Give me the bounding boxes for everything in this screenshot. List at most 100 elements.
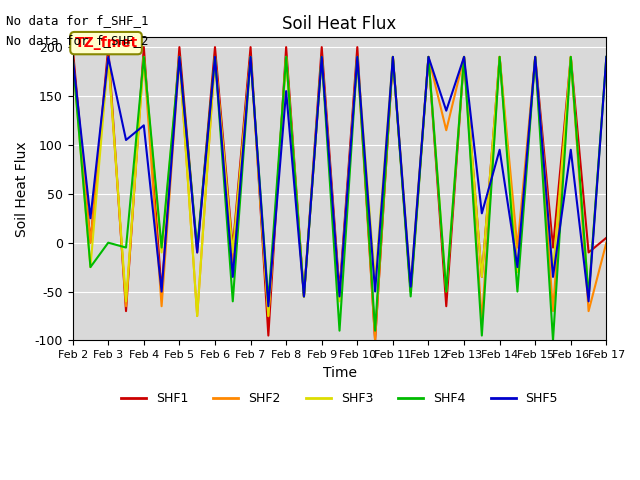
SHF5 bbox=[496, 147, 504, 153]
Line: SHF4: SHF4 bbox=[73, 57, 606, 340]
SHF3 bbox=[460, 54, 468, 60]
SHF3 bbox=[549, 269, 557, 275]
SHF2 bbox=[602, 240, 610, 246]
SHF5 bbox=[86, 216, 94, 221]
SHF1 bbox=[442, 303, 450, 309]
SHF5 bbox=[602, 54, 610, 60]
SHF2 bbox=[104, 54, 112, 60]
SHF1 bbox=[460, 54, 468, 60]
SHF3 bbox=[264, 313, 272, 319]
SHF3 bbox=[104, 54, 112, 60]
SHF1 bbox=[140, 44, 148, 50]
SHF1 bbox=[424, 54, 432, 60]
SHF3 bbox=[229, 250, 237, 255]
SHF1 bbox=[602, 235, 610, 240]
SHF3 bbox=[567, 54, 575, 60]
Line: SHF3: SHF3 bbox=[73, 57, 606, 316]
SHF2 bbox=[531, 54, 539, 60]
SHF5 bbox=[247, 54, 255, 60]
SHF2 bbox=[140, 54, 148, 60]
SHF3 bbox=[122, 299, 130, 304]
SHF5 bbox=[567, 147, 575, 153]
SHF2 bbox=[335, 294, 343, 300]
SHF1 bbox=[531, 54, 539, 60]
SHF5 bbox=[122, 137, 130, 143]
SHF2 bbox=[353, 54, 361, 60]
SHF2 bbox=[175, 54, 183, 60]
SHF3 bbox=[602, 54, 610, 60]
Text: No data for f_SHF_1: No data for f_SHF_1 bbox=[6, 14, 149, 27]
SHF4 bbox=[247, 54, 255, 60]
SHF1 bbox=[478, 274, 486, 280]
SHF1 bbox=[193, 250, 201, 255]
SHF3 bbox=[158, 250, 166, 255]
SHF5 bbox=[158, 288, 166, 294]
SHF3 bbox=[478, 274, 486, 280]
SHF3 bbox=[175, 54, 183, 60]
SHF5 bbox=[264, 303, 272, 309]
SHF2 bbox=[247, 54, 255, 60]
SHF2 bbox=[282, 54, 290, 60]
SHF2 bbox=[86, 240, 94, 246]
SHF3 bbox=[585, 294, 593, 300]
SHF3 bbox=[300, 294, 308, 300]
SHF3 bbox=[247, 54, 255, 60]
SHF5 bbox=[353, 54, 361, 60]
SHF5 bbox=[193, 250, 201, 255]
SHF4 bbox=[407, 294, 415, 300]
SHF2 bbox=[300, 294, 308, 300]
SHF2 bbox=[122, 303, 130, 309]
SHF4 bbox=[104, 240, 112, 246]
SHF4 bbox=[318, 54, 326, 60]
SHF1 bbox=[407, 288, 415, 294]
SHF1 bbox=[335, 288, 343, 294]
SHF4 bbox=[335, 328, 343, 334]
SHF5 bbox=[282, 88, 290, 94]
SHF3 bbox=[389, 54, 397, 60]
SHF5 bbox=[424, 54, 432, 60]
SHF5 bbox=[335, 294, 343, 300]
SHF3 bbox=[335, 299, 343, 304]
SHF4 bbox=[175, 54, 183, 60]
SHF3 bbox=[69, 54, 77, 60]
SHF4 bbox=[353, 54, 361, 60]
SHF1 bbox=[318, 44, 326, 50]
SHF5 bbox=[513, 264, 521, 270]
SHF4 bbox=[602, 54, 610, 60]
SHF1 bbox=[69, 44, 77, 50]
SHF1 bbox=[389, 54, 397, 60]
SHF2 bbox=[567, 54, 575, 60]
SHF1 bbox=[300, 294, 308, 300]
SHF4 bbox=[193, 245, 201, 251]
SHF2 bbox=[69, 54, 77, 60]
SHF2 bbox=[211, 54, 219, 60]
SHF2 bbox=[549, 308, 557, 314]
SHF2 bbox=[496, 54, 504, 60]
SHF3 bbox=[531, 54, 539, 60]
SHF2 bbox=[460, 54, 468, 60]
SHF4 bbox=[389, 54, 397, 60]
SHF2 bbox=[513, 245, 521, 251]
X-axis label: Time: Time bbox=[323, 366, 356, 380]
SHF3 bbox=[211, 54, 219, 60]
SHF4 bbox=[460, 54, 468, 60]
Line: SHF5: SHF5 bbox=[73, 57, 606, 306]
SHF5 bbox=[407, 284, 415, 289]
SHF2 bbox=[318, 54, 326, 60]
SHF5 bbox=[442, 108, 450, 114]
SHF4 bbox=[531, 54, 539, 60]
SHF4 bbox=[478, 333, 486, 338]
SHF5 bbox=[549, 274, 557, 280]
SHF2 bbox=[407, 288, 415, 294]
SHF4 bbox=[229, 299, 237, 304]
SHF2 bbox=[158, 303, 166, 309]
Title: Soil Heat Flux: Soil Heat Flux bbox=[282, 15, 397, 33]
SHF1 bbox=[175, 44, 183, 50]
SHF1 bbox=[353, 44, 361, 50]
SHF1 bbox=[86, 240, 94, 246]
SHF1 bbox=[211, 44, 219, 50]
SHF3 bbox=[318, 54, 326, 60]
SHF3 bbox=[86, 264, 94, 270]
SHF4 bbox=[86, 264, 94, 270]
SHF1 bbox=[264, 333, 272, 338]
